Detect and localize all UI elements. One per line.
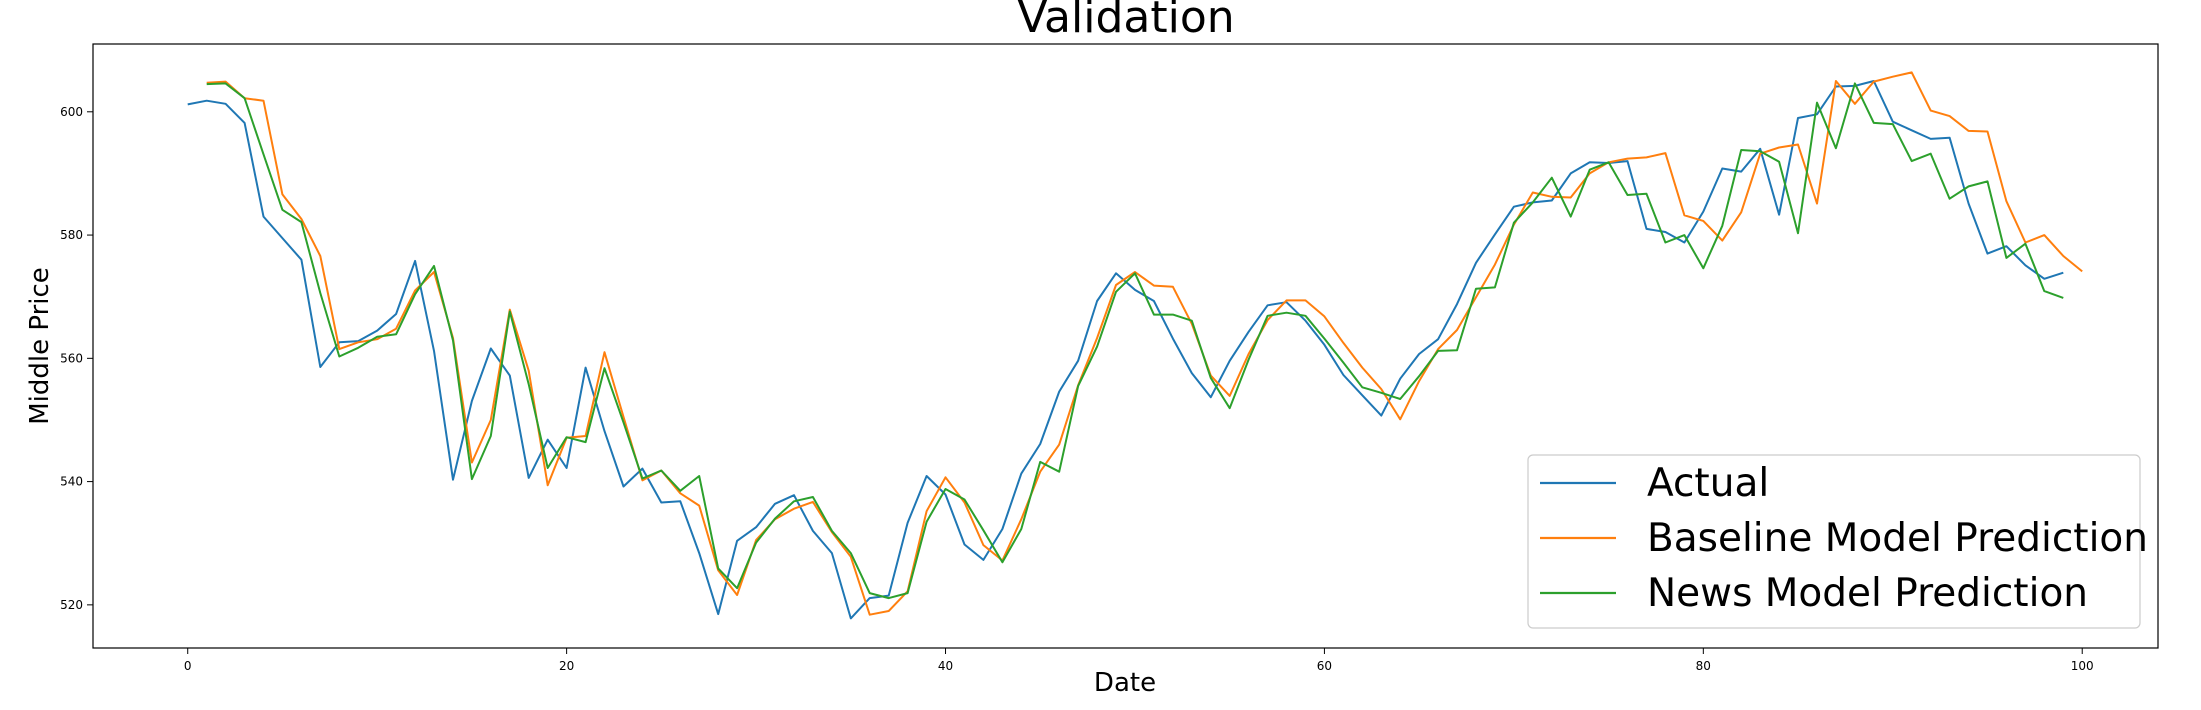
x-tick-label: 80: [1696, 659, 1711, 673]
x-axis: 0 20 40 60 80 100: [184, 648, 2094, 673]
legend-box: [1527, 454, 2141, 629]
y-tick-label: 540: [60, 475, 83, 489]
x-tick-label: 0: [184, 659, 192, 673]
y-tick-label: 560: [60, 351, 83, 365]
series-line-3: [206, 82, 2064, 600]
x-tick-label: 40: [938, 659, 953, 673]
legend-label: News Model Prediction: [1647, 571, 2088, 616]
y-axis-title: Middle Price: [25, 267, 55, 425]
series-line-2: [206, 71, 2083, 616]
x-tick-label: 60: [1317, 659, 1332, 673]
y-axis: 520 540 560 580 600: [60, 105, 93, 612]
x-tick-label: 20: [559, 659, 574, 673]
legend: Actual Baseline Model Prediction News Mode…: [1527, 454, 2148, 629]
series-lines: [187, 71, 2083, 620]
y-tick-label: 520: [60, 598, 83, 612]
x-axis-title: Date: [1094, 668, 1156, 698]
y-tick-label: 580: [60, 228, 83, 242]
plot-area-frame: [92, 43, 2159, 649]
chart-title: Validation: [1017, 0, 1234, 43]
x-tick-label: 100: [2071, 659, 2094, 673]
legend-label: Actual: [1647, 461, 1769, 506]
y-tick-label: 600: [60, 105, 83, 119]
legend-label: Baseline Model Prediction: [1647, 516, 2148, 561]
